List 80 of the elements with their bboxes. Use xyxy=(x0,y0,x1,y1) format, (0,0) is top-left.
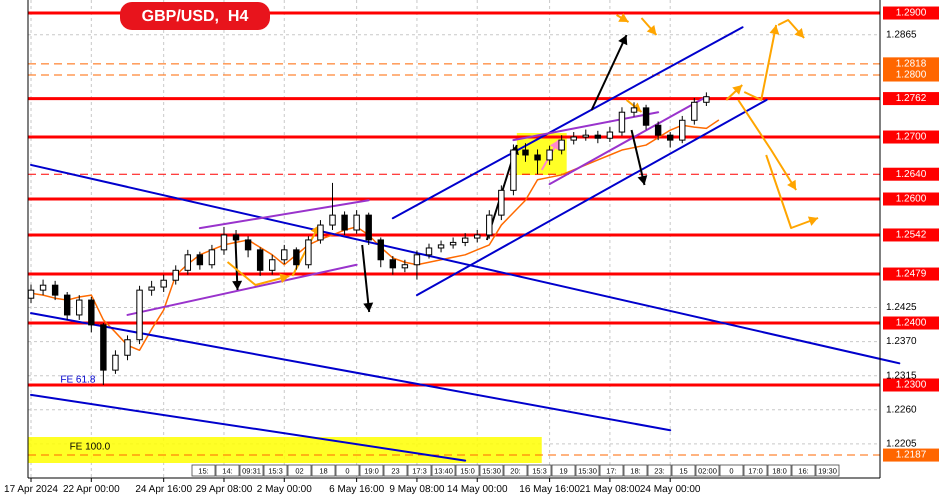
x-tick-label: 16 May 16:00 xyxy=(519,484,580,495)
y-tick-label: 1.2370 xyxy=(886,336,918,348)
candlestick xyxy=(414,250,420,280)
candlestick xyxy=(112,350,119,374)
candlestick xyxy=(666,132,674,148)
y-tick-label: 1.2205 xyxy=(886,438,918,450)
ref-line-label: 1.2400 xyxy=(896,318,927,329)
candlestick xyxy=(390,256,396,276)
ref-line-label: 1.2818 xyxy=(896,58,927,70)
candlestick xyxy=(220,226,228,256)
text: GBP/USD, H4 xyxy=(142,8,248,26)
ref-line-label: 1.2600 xyxy=(896,194,927,205)
x-tick-label: 29 Apr 08:00 xyxy=(196,484,253,495)
ref-line-label: 1.2300 xyxy=(896,380,927,391)
x-tick-label: 2 May 00:00 xyxy=(256,484,312,495)
candlestick xyxy=(486,210,493,240)
ref-line-label: 1.2700 xyxy=(896,132,927,143)
candlestick xyxy=(522,142,529,162)
ref-line-label: 1.2762 xyxy=(896,93,927,104)
candlestick xyxy=(630,102,638,118)
x-tick-label: 14 May 00:00 xyxy=(446,484,508,495)
candlestick xyxy=(438,240,444,253)
candlestick xyxy=(691,97,698,126)
candlestick xyxy=(256,246,264,276)
candlestick xyxy=(570,132,577,145)
x-tick-label: 24 May 00:00 xyxy=(640,484,701,495)
candlestick xyxy=(64,292,70,320)
candlestick xyxy=(329,182,336,231)
candlestick xyxy=(281,244,288,265)
x-tick-label: 6 May 16:00 xyxy=(329,484,385,495)
candlestick xyxy=(618,106,626,136)
candlestick xyxy=(341,210,348,236)
x-tick-label: 17 Apr 2024 xyxy=(4,484,58,495)
ref-line-label: 1.2900 xyxy=(896,8,927,19)
y-tick-label: 1.2315 xyxy=(886,370,918,382)
candlestick xyxy=(703,92,710,107)
candlestick xyxy=(148,280,155,296)
ref-line-label: 1.2542 xyxy=(896,230,927,241)
candlestick xyxy=(679,115,686,144)
candlestick xyxy=(450,236,456,250)
candlestick xyxy=(160,274,167,293)
candlestick xyxy=(426,243,432,260)
ref-line-label: 1.2640 xyxy=(896,168,927,180)
candlestick xyxy=(196,251,204,270)
y-tick-label: 1.2425 xyxy=(886,302,918,314)
y-tick-label: 1.2865 xyxy=(886,29,918,40)
candlestick xyxy=(594,130,602,144)
candlestick xyxy=(269,254,276,276)
candlestick xyxy=(293,246,300,270)
candlestick xyxy=(474,230,480,243)
x-tick-label: 21 May 08:00 xyxy=(580,484,641,495)
y-tick-label: 1.2260 xyxy=(886,404,918,416)
ref-line-label: 1.2187 xyxy=(896,450,927,461)
annotation: FE 100.0 xyxy=(70,442,111,453)
candlestick xyxy=(52,280,58,301)
candlestick xyxy=(317,220,324,244)
candlestick xyxy=(402,259,408,273)
x-tick-label: 24 Apr 16:00 xyxy=(135,484,192,495)
ref-line-label: 1.2800 xyxy=(896,70,927,81)
candlestick xyxy=(184,249,192,276)
candlestick xyxy=(462,232,468,247)
candlestick xyxy=(124,334,131,361)
annotation: FE 61.8 xyxy=(60,374,96,386)
candlestick xyxy=(534,148,541,175)
candlestick xyxy=(244,236,252,258)
candlestick xyxy=(606,126,614,142)
candlestick xyxy=(582,129,589,142)
candlestick xyxy=(642,104,650,130)
candlestick xyxy=(353,210,360,234)
ref-line-label: 1.2479 xyxy=(896,268,927,280)
x-tick-label: 22 Apr 00:00 xyxy=(62,484,120,495)
candlestick xyxy=(546,145,553,166)
candlestick xyxy=(654,121,662,141)
candlestick xyxy=(558,134,565,155)
candlestick xyxy=(378,236,384,268)
candlestick xyxy=(172,264,179,286)
candlestick xyxy=(76,294,82,320)
candlestick xyxy=(40,279,46,296)
x-tick-label: 9 May 08:00 xyxy=(389,484,445,495)
candlestick xyxy=(208,244,216,269)
